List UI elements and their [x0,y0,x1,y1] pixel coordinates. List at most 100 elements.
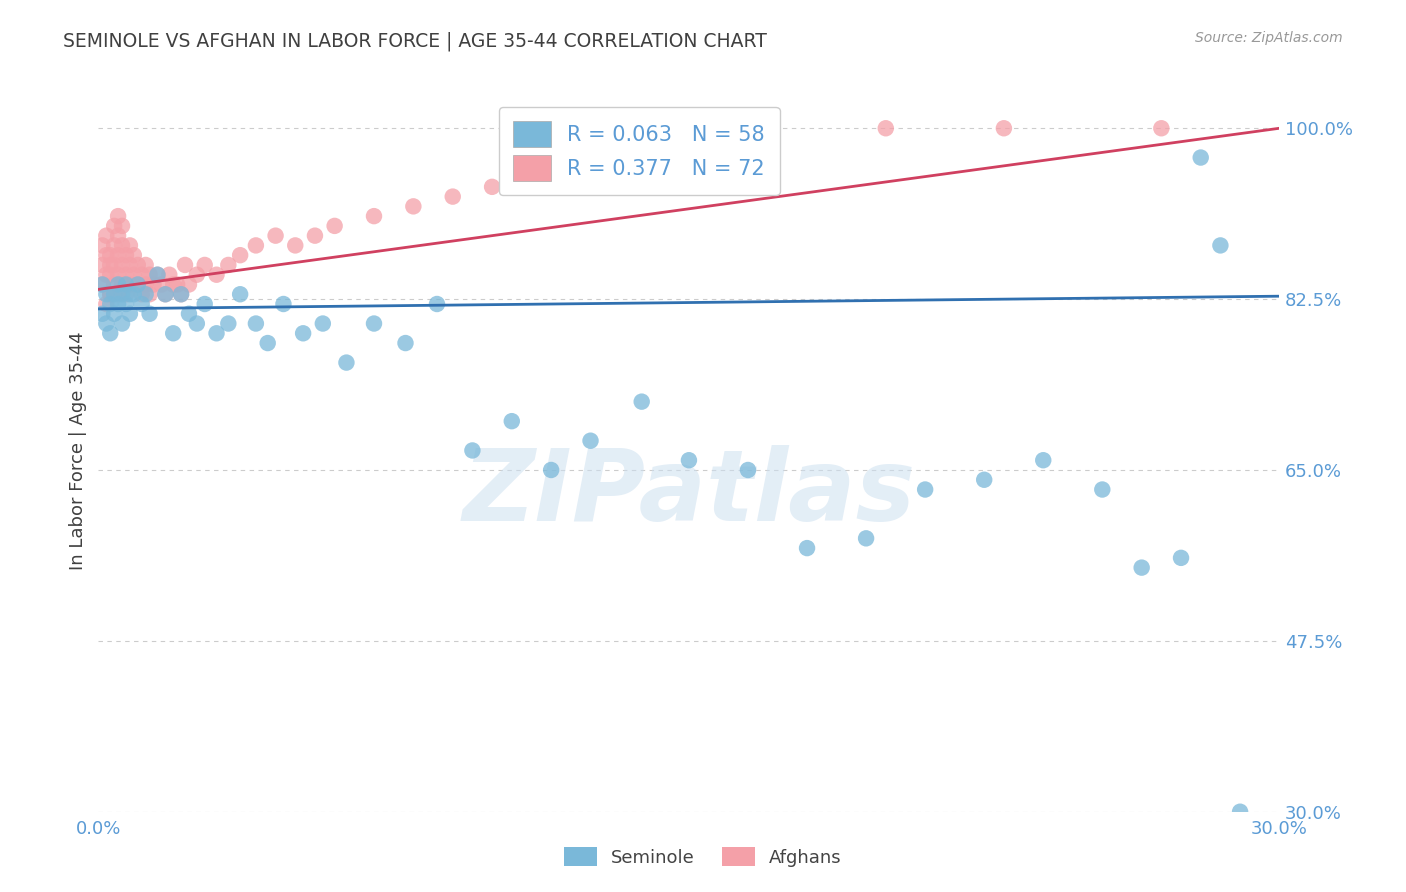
Point [103,277,125,292]
Point [103,287,125,301]
Point [186,268,208,282]
Point [91,307,114,321]
Point [98,248,121,262]
Point [973,473,995,487]
Point [135,277,157,292]
Point [461,443,484,458]
Point [98,287,121,301]
Point [111,277,134,292]
Point [146,268,169,282]
Point [855,532,877,546]
Point [122,287,145,301]
Point [107,287,129,301]
Point [111,287,134,301]
Point [363,317,385,331]
Point [138,287,160,301]
Point [1170,550,1192,565]
Point [177,277,200,292]
Point [304,228,326,243]
Point [91,277,114,292]
Point [122,248,145,262]
Point [245,317,267,331]
Point [174,258,197,272]
Point [914,483,936,497]
Point [118,258,141,272]
Point [630,394,652,409]
Point [520,170,543,185]
Point [177,307,200,321]
Point [118,307,141,321]
Point [426,297,449,311]
Point [91,277,114,292]
Point [103,258,125,272]
Point [155,287,177,301]
Point [131,287,153,301]
Point [118,238,141,252]
Point [107,297,129,311]
Point [96,228,118,243]
Point [115,268,138,282]
Point [96,297,118,311]
Point [131,268,153,282]
Point [875,121,897,136]
Point [1189,151,1212,165]
Point [107,248,129,262]
Point [155,287,177,301]
Point [107,277,129,292]
Point [264,228,287,243]
Point [323,219,346,233]
Point [98,268,121,282]
Legend: R = 0.063   N = 58, R = 0.377   N = 72: R = 0.063 N = 58, R = 0.377 N = 72 [499,107,779,195]
Point [363,209,385,223]
Point [146,268,169,282]
Point [599,151,621,165]
Point [229,248,252,262]
Point [96,287,118,301]
Point [98,258,121,272]
Point [91,238,114,252]
Point [501,414,523,428]
Point [273,297,295,311]
Point [245,238,267,252]
Point [131,297,153,311]
Point [217,317,239,331]
Point [115,297,138,311]
Point [135,258,157,272]
Point [194,297,217,311]
Point [166,277,188,292]
Point [127,277,149,292]
Point [579,434,602,448]
Point [98,326,121,341]
Point [205,268,228,282]
Point [118,287,141,301]
Point [157,268,180,282]
Point [127,277,149,292]
Point [91,258,114,272]
Point [170,287,193,301]
Point [122,268,145,282]
Point [186,317,208,331]
Point [678,141,700,155]
Point [127,258,149,272]
Y-axis label: In Labor Force | Age 35-44: In Labor Force | Age 35-44 [69,331,87,570]
Point [1032,453,1054,467]
Point [98,287,121,301]
Point [1091,483,1114,497]
Point [138,307,160,321]
Point [111,219,134,233]
Point [96,268,118,282]
Text: SEMINOLE VS AFGHAN IN LABOR FORCE | AGE 35-44 CORRELATION CHART: SEMINOLE VS AFGHAN IN LABOR FORCE | AGE … [63,31,768,51]
Point [678,453,700,467]
Point [135,287,157,301]
Point [402,199,425,213]
Point [170,287,193,301]
Point [312,317,335,331]
Point [103,238,125,252]
Point [194,258,217,272]
Point [1229,805,1251,819]
Point [115,287,138,301]
Point [111,317,134,331]
Point [335,355,357,369]
Point [756,121,779,136]
Point [256,336,278,351]
